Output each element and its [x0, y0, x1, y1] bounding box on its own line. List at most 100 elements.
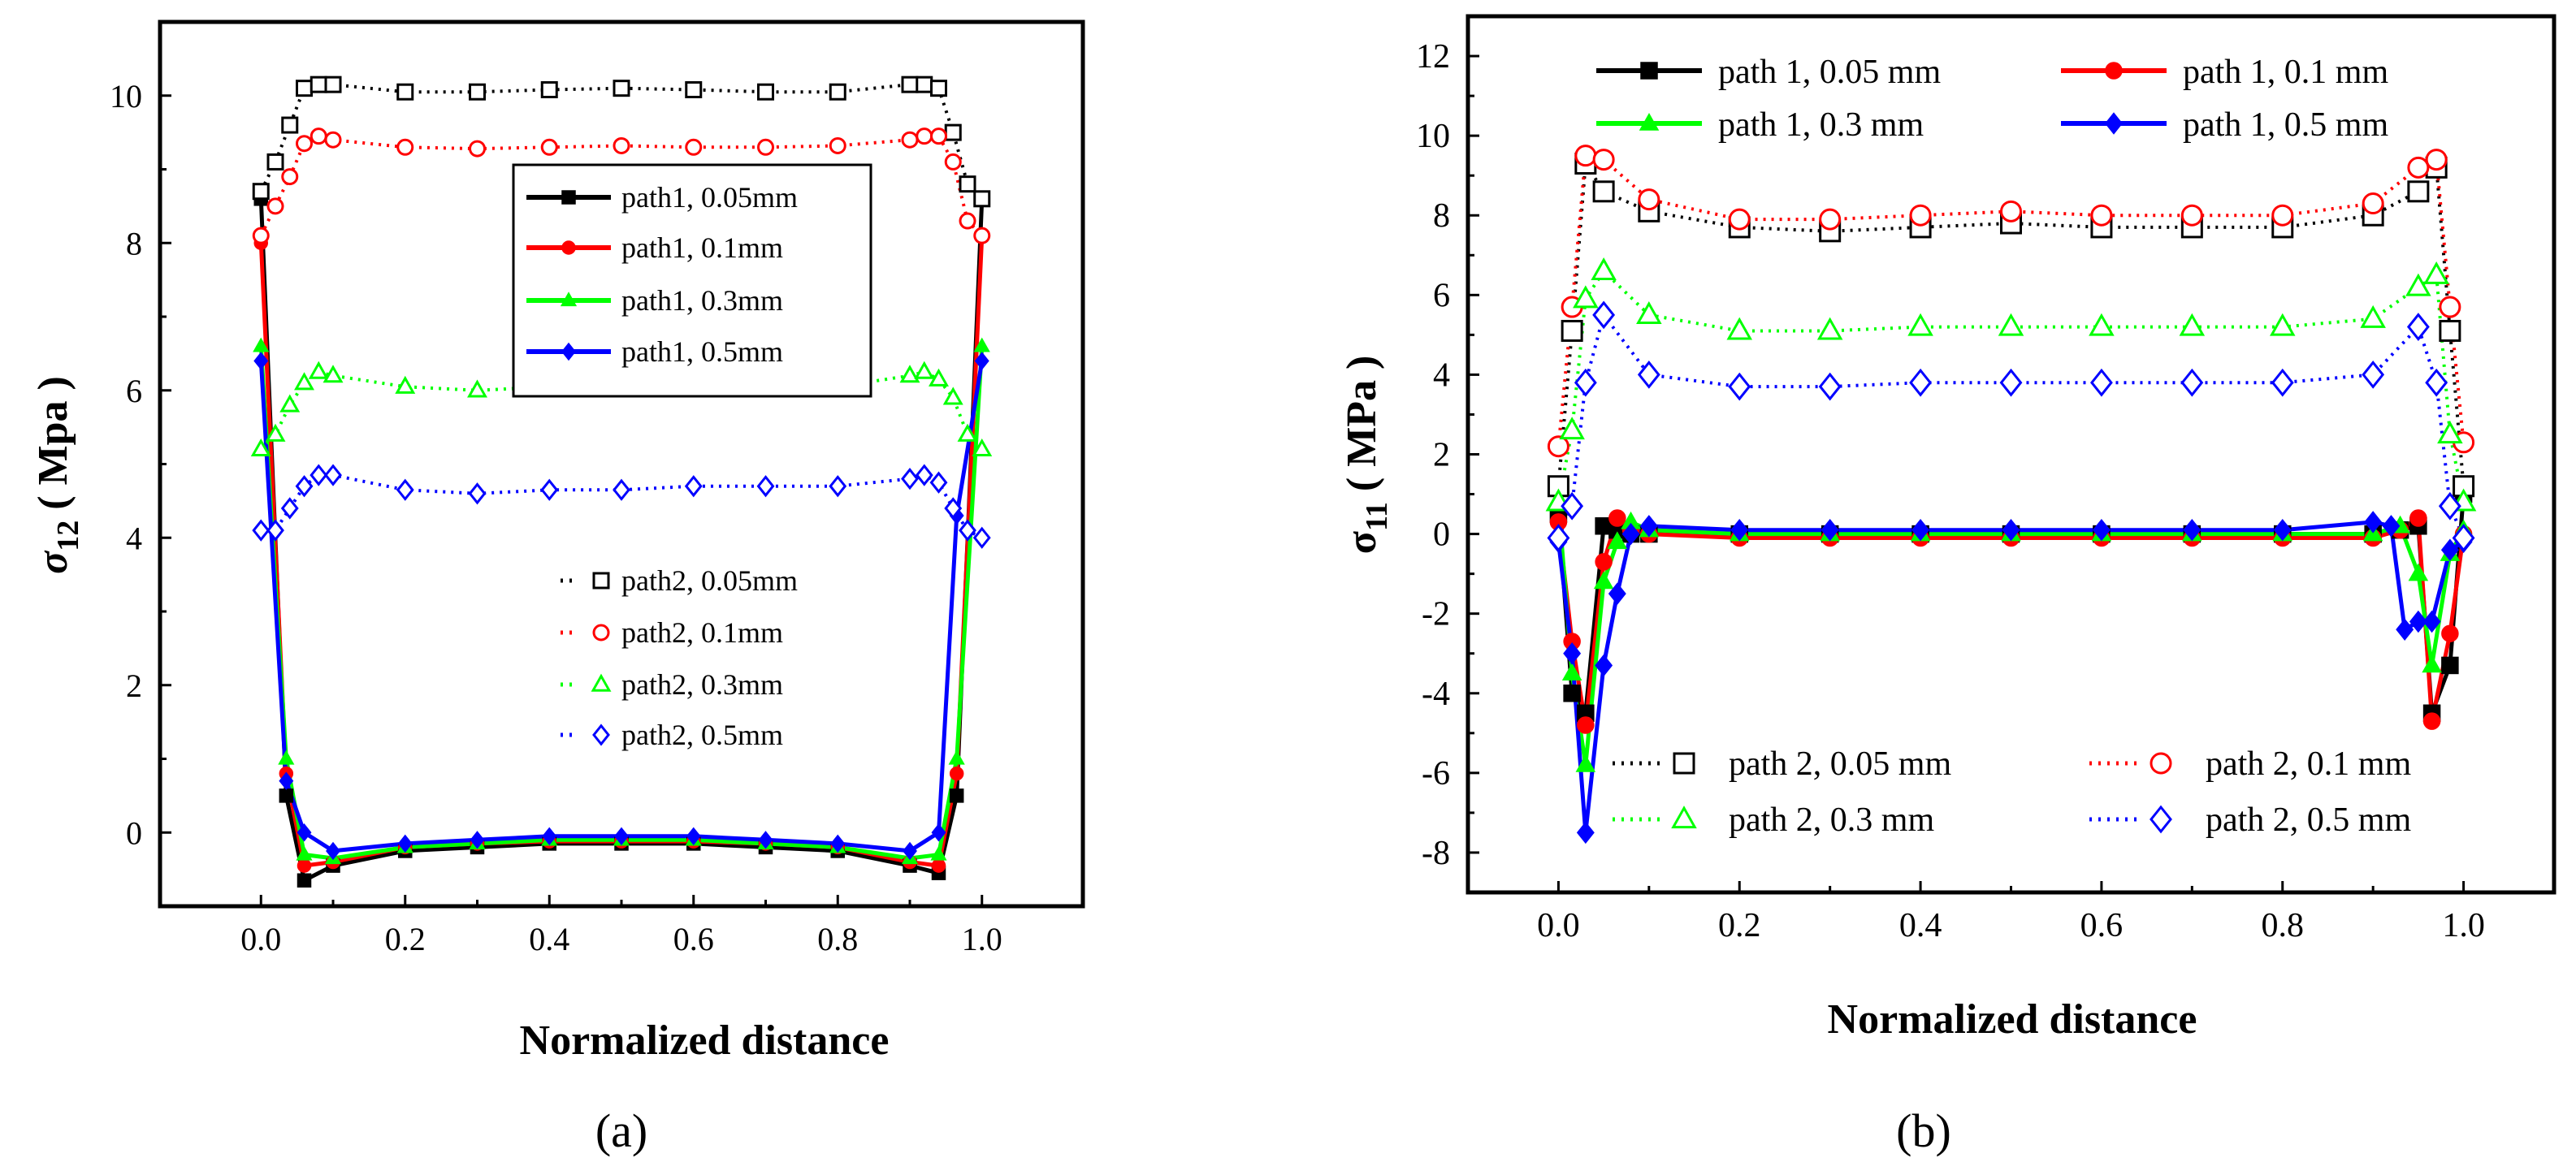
data-point: [2439, 319, 2461, 342]
legend-key-marker: [2105, 112, 2123, 135]
data-point: [1998, 313, 2024, 336]
data-point: [1819, 208, 1842, 231]
legend-key-marker: [561, 240, 576, 255]
data-point: [2438, 491, 2461, 521]
y-axis-label-b: σ11 ( MPa ): [1339, 356, 1394, 555]
series-line: [258, 360, 985, 853]
data-point: [1561, 319, 1583, 342]
y-tick-label: 0: [126, 814, 142, 851]
data-point: [1999, 368, 2023, 397]
data-point: [1638, 188, 1660, 211]
data-point: [250, 438, 271, 457]
data-point: [297, 858, 312, 873]
data-point: [944, 123, 962, 141]
series-a: [250, 76, 993, 888]
data-point: [829, 475, 847, 498]
data-point: [1561, 491, 1584, 521]
data-point: [916, 127, 933, 145]
series-line: [1556, 153, 2466, 447]
data-point: [281, 116, 299, 134]
data-point: [1816, 317, 1843, 340]
y-tick-label: 6: [1433, 277, 1450, 314]
y-tick-label: 2: [1433, 437, 1450, 474]
y-tick-label: 4: [126, 520, 142, 556]
data-point: [2362, 192, 2384, 215]
data-point: [901, 76, 919, 93]
y-tick-label: 8: [1433, 197, 1450, 235]
data-point: [931, 858, 946, 873]
data-point: [2440, 538, 2459, 561]
data-point: [2422, 712, 2441, 730]
data-point: [1728, 372, 1751, 401]
data-point: [929, 368, 949, 387]
data-point: [280, 497, 299, 520]
y-tick-label: 12: [1416, 38, 1450, 76]
legend-a-1-label-1: path1, 0.1mm: [621, 231, 783, 264]
data-point: [2406, 313, 2430, 341]
legend-b-1-label-0: path 1, 0.05 mm: [1718, 54, 1941, 91]
data-point: [1818, 372, 1842, 401]
data-point: [973, 337, 990, 352]
data-point: [1563, 642, 1582, 665]
data-point: [2092, 518, 2111, 542]
data-point: [1593, 571, 1614, 590]
data-point: [685, 80, 703, 98]
data-point: [2382, 515, 2401, 538]
legend-b-1-label-3: path 1, 0.5 mm: [2183, 106, 2388, 144]
legend-b-1-label-2: path 1, 0.3 mm: [1718, 106, 1924, 144]
data-point: [396, 83, 414, 101]
legend-b-1-label-1: path 1, 0.1 mm: [2183, 54, 2388, 91]
data-point: [278, 749, 295, 765]
data-point: [899, 365, 920, 383]
data-point: [310, 464, 328, 486]
data-point: [1728, 208, 1751, 231]
y-tick-label: 0: [1433, 516, 1450, 554]
data-point: [757, 138, 774, 156]
data-point: [467, 379, 487, 398]
data-point: [1639, 515, 1658, 538]
data-point: [396, 478, 414, 501]
data-point: [2441, 624, 2459, 642]
ticks-a: 0.0 0.2 0.4 0.6 0.8 1.0 0 2 4 6 8 10: [110, 78, 1002, 957]
x-axis-label-a: Normalized distance: [520, 1017, 890, 1064]
data-point: [2425, 368, 2448, 397]
data-point: [1592, 149, 1615, 171]
data-point: [1637, 361, 1660, 389]
y-tick-label: 10: [1416, 118, 1450, 155]
data-point: [614, 827, 629, 845]
data-point: [2409, 610, 2427, 633]
ticks-b: 0.0 0.2 0.4 0.6 0.8 1.0 -8 -6 -4 -2 0 2 4 6 8 10 12: [1416, 38, 2485, 944]
data-point: [2408, 563, 2429, 581]
legend-key-marker: [592, 724, 610, 746]
data-point: [973, 227, 991, 244]
data-point: [2423, 261, 2449, 284]
legend-key-marker: [2150, 752, 2172, 775]
data-point: [1574, 145, 1597, 167]
data-point: [2422, 654, 2442, 673]
data-point: [685, 138, 703, 156]
panel-label-a: (a): [595, 1104, 647, 1157]
data-point: [1621, 522, 1640, 546]
x-tick-label: 0.0: [1537, 907, 1580, 944]
legend-a-2-label-2: path2, 0.3mm: [621, 668, 783, 701]
data-point: [903, 841, 917, 861]
data-point: [901, 467, 919, 490]
legend-key-marker: [2150, 805, 2172, 834]
data-point: [944, 153, 962, 171]
data-point: [279, 394, 301, 413]
data-point: [959, 175, 976, 193]
legend-key-marker: [561, 190, 576, 205]
data-point: [2407, 180, 2430, 203]
x-tick-label: 0.8: [817, 921, 858, 957]
data-point: [2000, 200, 2022, 222]
data-point: [2180, 204, 2203, 227]
x-tick-label: 0.6: [673, 921, 714, 957]
data-point: [540, 478, 559, 501]
data-point: [949, 766, 964, 781]
data-point: [959, 212, 976, 230]
y-tick-label: -6: [1422, 755, 1450, 793]
y-tick-label: 2: [126, 667, 142, 704]
data-point: [957, 423, 978, 442]
y-tick-label: -2: [1422, 596, 1450, 633]
